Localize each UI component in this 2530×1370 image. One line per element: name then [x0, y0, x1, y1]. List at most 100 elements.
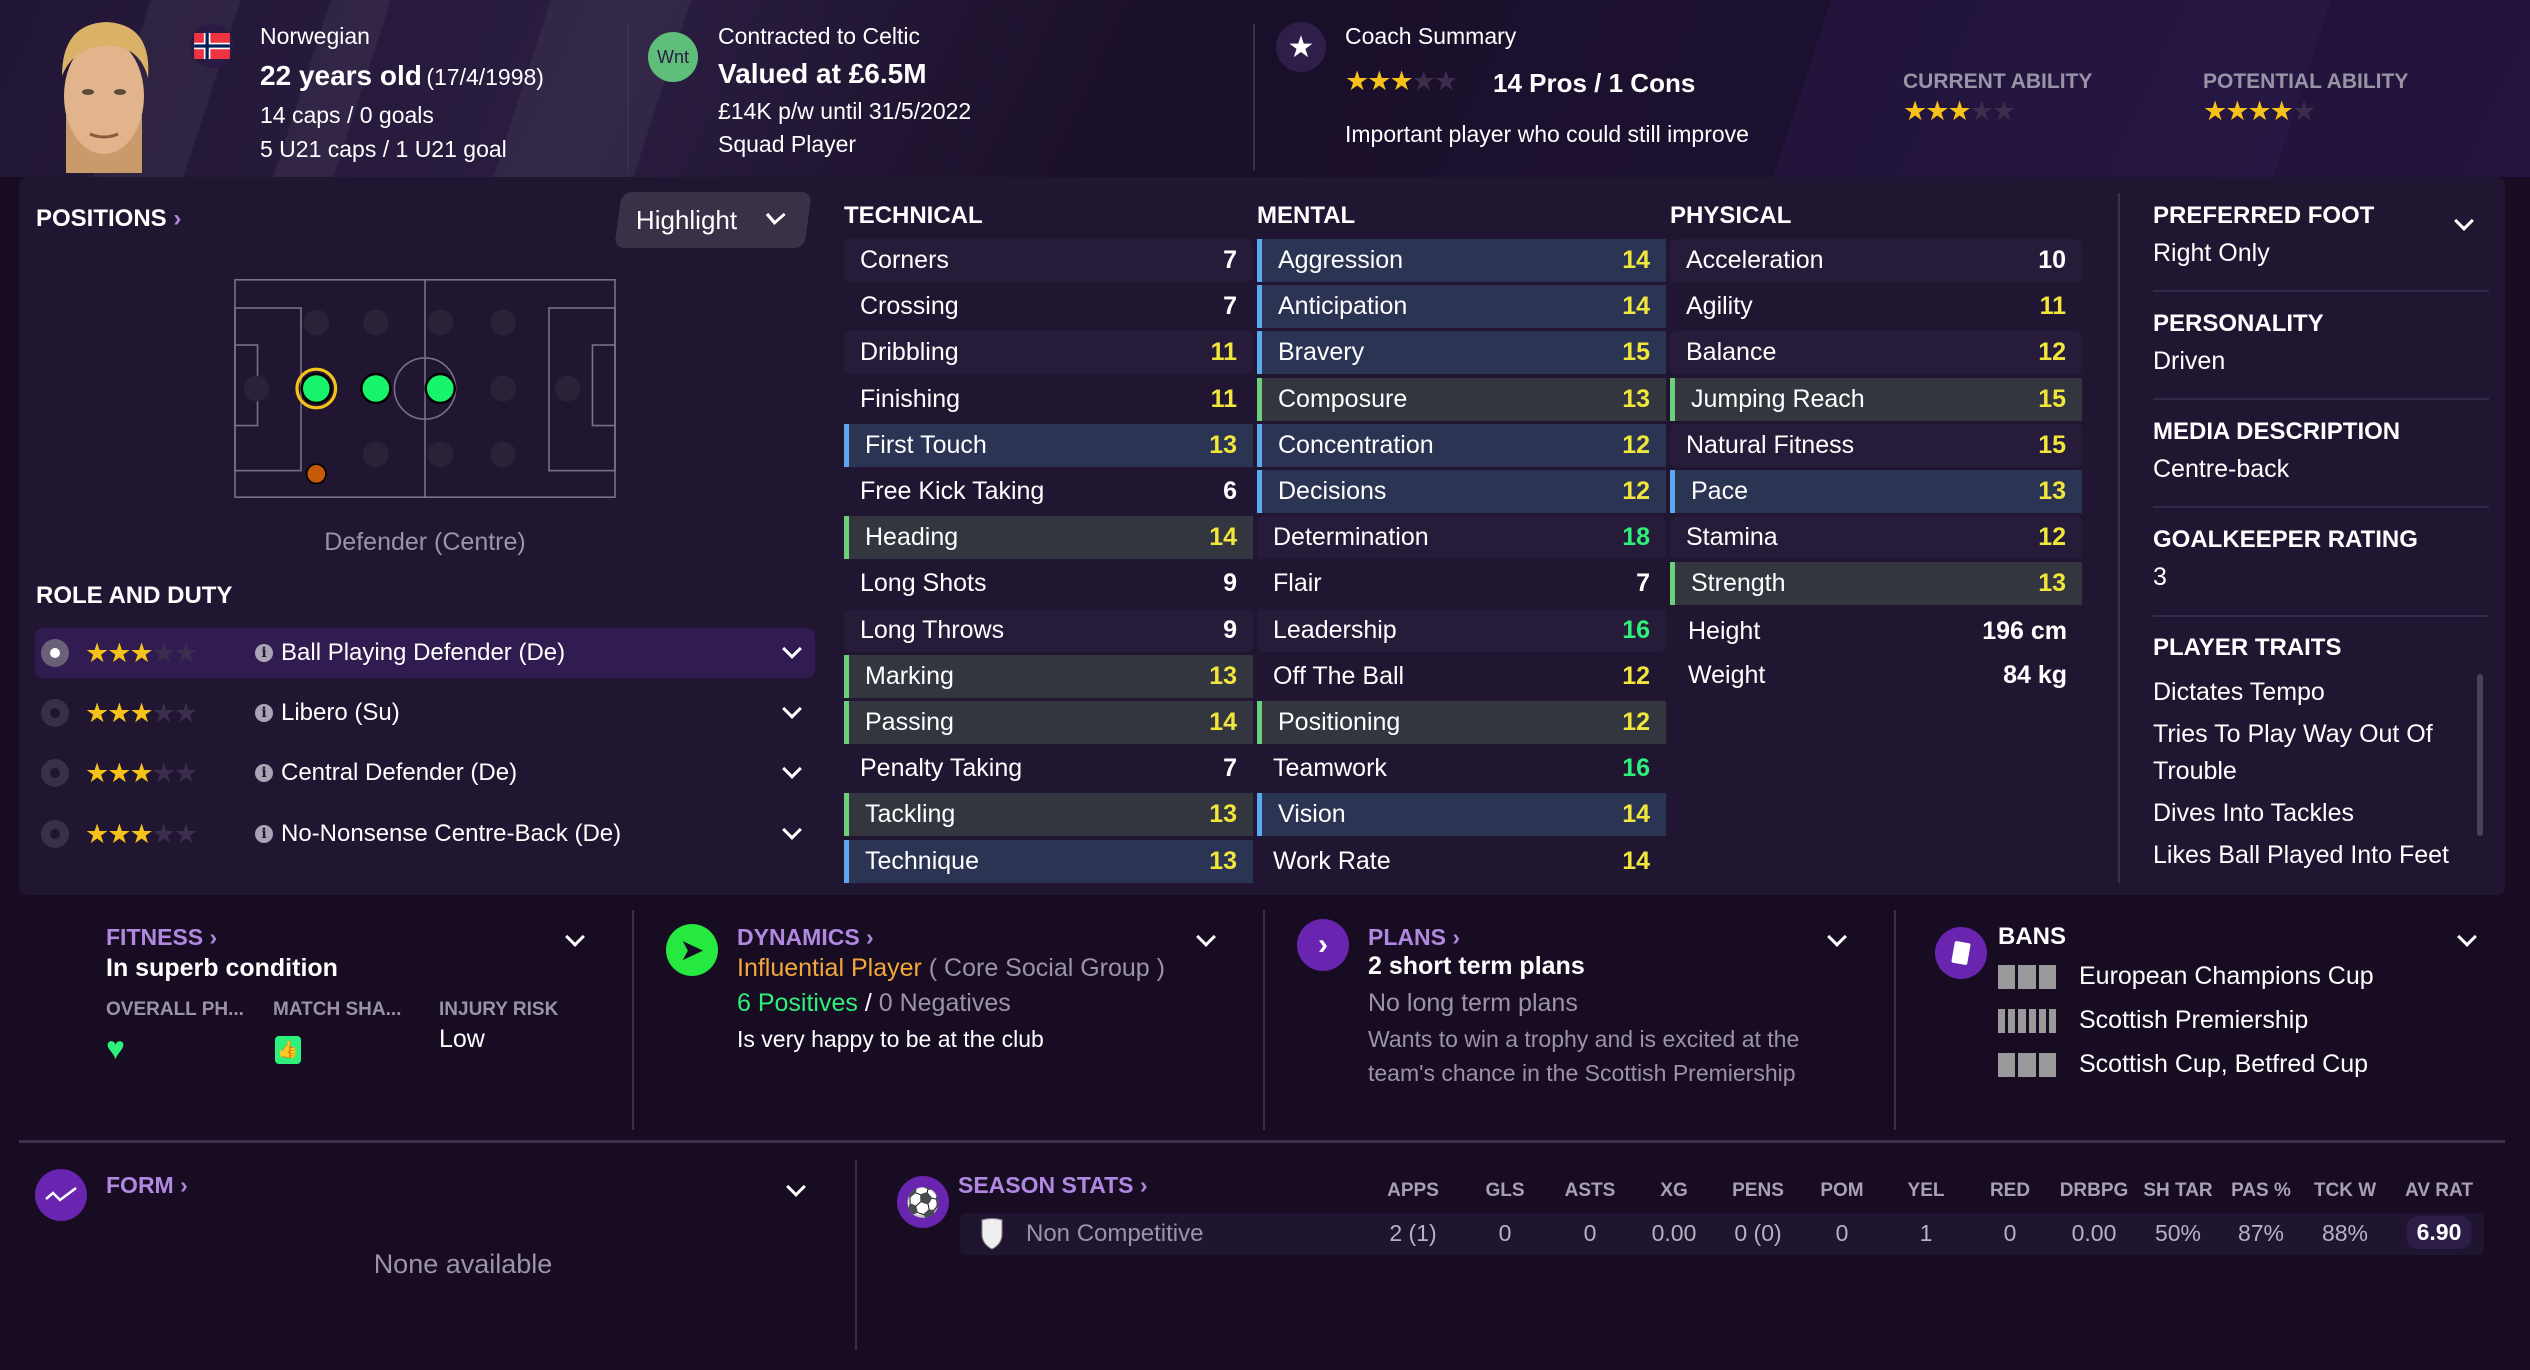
attribute-row[interactable]: Positioning 12 — [1257, 701, 1666, 744]
role-row[interactable]: ★★★★★ i Libero (Su) — [35, 688, 815, 738]
stat-header[interactable]: RED — [1989, 1180, 2031, 1201]
attribute-row[interactable]: Long Throws 9 — [844, 608, 1253, 652]
star-icon: ★ — [1367, 66, 1391, 96]
trait-item[interactable]: Dives Into Tackles — [2153, 799, 2355, 827]
attribute-value: 7 — [1223, 292, 1237, 321]
trait-item[interactable]: Likes Ball Played Into Feet — [2153, 841, 2449, 869]
chevron-down-icon[interactable] — [565, 927, 585, 947]
stat-header[interactable]: ASTS — [1564, 1180, 1616, 1201]
stat-value: 0 — [1498, 1220, 1512, 1246]
chevron-down-icon[interactable] — [782, 639, 802, 659]
attribute-row[interactable]: Corners 7 — [844, 239, 1253, 282]
attribute-row[interactable]: Passing 14 — [844, 701, 1253, 744]
attribute-row[interactable]: Tackling 13 — [844, 793, 1253, 837]
dynamics-title[interactable]: DYNAMICS › — [737, 924, 874, 950]
info-icon[interactable]: i — [255, 644, 273, 662]
attribute-row[interactable]: Off The Ball 12 — [1257, 655, 1666, 698]
highlight-dropdown[interactable]: Highlight — [614, 192, 812, 248]
attribute-row[interactable]: Vision 14 — [1257, 793, 1666, 837]
attribute-row[interactable]: Balance 12 — [1670, 331, 2082, 375]
season-stats-row[interactable] — [960, 1213, 2484, 1255]
chevron-down-icon[interactable] — [782, 820, 802, 840]
attribute-row[interactable]: Strength 13 — [1670, 562, 2082, 606]
chevron-down-icon[interactable] — [1827, 927, 1847, 947]
stat-header[interactable]: TCK W — [2313, 1180, 2377, 1201]
stat-header[interactable]: POM — [1820, 1180, 1864, 1201]
stat-header[interactable]: PENS — [1732, 1180, 1784, 1201]
position-dot-natural[interactable] — [360, 372, 392, 405]
chevron-down-icon[interactable] — [786, 1177, 806, 1197]
squad-status: Squad Player — [718, 131, 857, 157]
info-icon[interactable]: i — [255, 825, 273, 843]
trait-item[interactable]: Dictates Tempo — [2153, 678, 2325, 706]
radio-button[interactable] — [41, 699, 69, 727]
role-row[interactable]: ★★★★★ i Ball Playing Defender (De) — [35, 628, 815, 678]
chevron-down-icon[interactable] — [2457, 927, 2477, 947]
compass-icon: ➤ — [666, 924, 718, 976]
radio-button[interactable] — [41, 639, 69, 667]
attribute-row[interactable]: Agility 11 — [1670, 285, 2082, 328]
info-icon[interactable]: i — [255, 704, 273, 722]
attribute-row[interactable]: Pace 13 — [1670, 470, 2082, 513]
pros-cons[interactable]: 14 Pros / 1 Cons — [1493, 68, 1696, 98]
stat-header[interactable]: PAS % — [2231, 1180, 2291, 1201]
attribute-row[interactable]: Technique 13 — [844, 839, 1253, 883]
attribute-row[interactable]: Free Kick Taking 6 — [844, 470, 1253, 513]
role-row[interactable]: ★★★★★ i Central Defender (De) — [35, 748, 815, 798]
attribute-row[interactable]: Leadership 16 — [1257, 608, 1666, 652]
attribute-row[interactable]: Composure 13 — [1257, 377, 1666, 421]
chevron-down-icon[interactable] — [782, 699, 802, 719]
attribute-row[interactable]: Bravery 15 — [1257, 331, 1666, 375]
stat-header[interactable]: DRBPG — [2059, 1180, 2129, 1201]
attribute-row[interactable]: Finishing 11 — [844, 378, 1253, 421]
plans-title[interactable]: PLANS › — [1368, 924, 1461, 950]
role-label[interactable]: Ball Playing Defender (De) — [281, 639, 566, 666]
attribute-row[interactable]: Work Rate 14 — [1257, 840, 1666, 883]
info-icon[interactable]: i — [255, 764, 273, 782]
attribute-row[interactable]: Dribbling 11 — [844, 331, 1253, 375]
role-row[interactable]: ★★★★★ i No-Nonsense Centre-Back (De) — [35, 809, 815, 859]
chevron-down-icon[interactable] — [1196, 927, 1216, 947]
trait-item[interactable]: Tries To Play Way Out Of Trouble — [2153, 720, 2433, 785]
role-label[interactable]: Central Defender (De) — [281, 759, 518, 786]
contracted-club[interactable]: Contracted to Celtic — [718, 23, 920, 49]
stat-header[interactable]: GLS — [1485, 1180, 1525, 1201]
attribute-row[interactable]: Determination 18 — [1257, 516, 1666, 560]
attribute-row[interactable]: Anticipation 14 — [1257, 285, 1666, 329]
role-label[interactable]: No-Nonsense Centre-Back (De) — [281, 820, 622, 847]
height-label: Height — [1688, 617, 1761, 645]
attribute-row[interactable]: Natural Fitness 15 — [1670, 423, 2082, 467]
attribute-row[interactable]: Acceleration 10 — [1670, 239, 2082, 282]
radio-button[interactable] — [41, 820, 69, 848]
attribute-row[interactable]: Flair 7 — [1257, 562, 1666, 605]
attribute-row[interactable]: Stamina 12 — [1670, 516, 2082, 560]
attribute-row[interactable]: Concentration 12 — [1257, 423, 1666, 467]
attribute-row[interactable]: Decisions 12 — [1257, 470, 1666, 513]
stat-header[interactable]: AV RAT — [2405, 1180, 2473, 1201]
stat-header[interactable]: YEL — [1907, 1180, 1945, 1201]
stat-header[interactable]: APPS — [1387, 1180, 1439, 1201]
attribute-row[interactable]: Marking 13 — [844, 654, 1253, 698]
positions-title[interactable]: POSITIONS › — [36, 205, 182, 232]
season-stats-title[interactable]: SEASON STATS › — [958, 1172, 1148, 1198]
position-dot-unconvincing[interactable] — [305, 463, 327, 485]
attribute-row[interactable]: Penalty Taking 7 — [844, 747, 1253, 790]
position-dot-natural[interactable] — [300, 372, 333, 405]
radio-button[interactable] — [41, 759, 69, 787]
attribute-row[interactable]: Aggression 14 — [1257, 239, 1666, 282]
traits-scrollbar[interactable] — [2477, 674, 2483, 836]
negatives: 0 Negatives — [878, 989, 1011, 1017]
attribute-row[interactable]: Long Shots 9 — [844, 562, 1253, 605]
attribute-row[interactable]: Crossing 7 — [844, 285, 1253, 328]
stat-header[interactable]: XG — [1660, 1180, 1688, 1201]
form-title[interactable]: FORM › — [106, 1172, 188, 1198]
fitness-title[interactable]: FITNESS › — [106, 924, 218, 950]
position-dot-natural[interactable] — [424, 372, 456, 405]
chevron-down-icon[interactable] — [782, 759, 802, 779]
stat-header[interactable]: SH TAR — [2143, 1180, 2213, 1201]
role-label[interactable]: Libero (Su) — [281, 699, 400, 726]
attribute-row[interactable]: First Touch 13 — [844, 423, 1253, 467]
attribute-row[interactable]: Jumping Reach 15 — [1670, 377, 2082, 421]
attribute-row[interactable]: Teamwork 16 — [1257, 747, 1666, 790]
attribute-row[interactable]: Heading 14 — [844, 516, 1253, 560]
